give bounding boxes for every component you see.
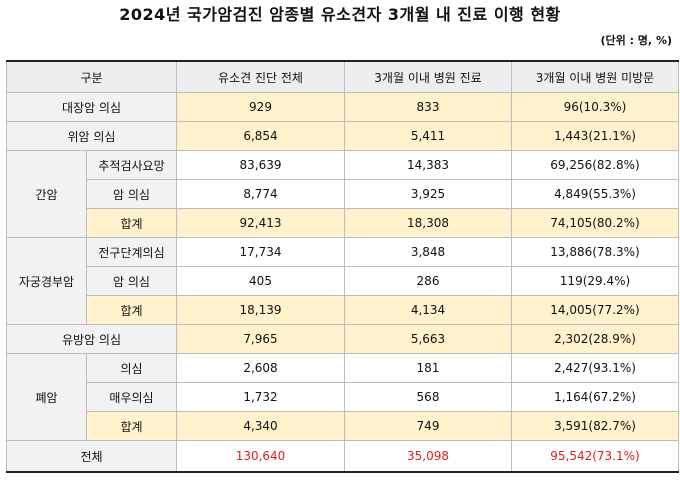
- unit-note: (단위 : 명, %): [600, 34, 672, 47]
- cell-visit: 35,098: [344, 440, 512, 473]
- group-label: 자궁경부암: [6, 237, 87, 325]
- row-label: 추적검사요망: [86, 150, 177, 180]
- row-label: 매우의심: [86, 382, 177, 412]
- table-row: 대장암 의심 929 833 96(10.3%): [6, 92, 679, 122]
- cell-novisit: 3,591(82.7%): [511, 411, 679, 441]
- data-table: 구분 유소견 진단 전체 3개월 이내 병원 진료 3개월 이내 병원 미방문 …: [6, 60, 679, 473]
- cell-total: 6,854: [176, 121, 345, 151]
- cell-total: 4,340: [176, 411, 345, 441]
- cell-novisit: 4,849(55.3%): [511, 179, 679, 209]
- table-row: 암 의심 405 286 119(29.4%): [7, 266, 679, 296]
- group-label: 폐암: [6, 353, 87, 441]
- cell-novisit: 119(29.4%): [511, 266, 679, 296]
- table-row: 암 의심 8,774 3,925 4,849(55.3%): [7, 179, 679, 209]
- header-category: 구분: [6, 60, 177, 93]
- cell-visit: 181: [344, 353, 512, 383]
- header-row: 구분 유소견 진단 전체 3개월 이내 병원 진료 3개월 이내 병원 미방문: [6, 60, 679, 93]
- cell-total: 2,608: [176, 353, 345, 383]
- total-row: 전체 130,640 35,098 95,542(73.1%): [6, 440, 679, 473]
- cell-total: 1,732: [176, 382, 345, 412]
- cell-visit: 3,925: [344, 179, 512, 209]
- cell-novisit: 1,164(67.2%): [511, 382, 679, 412]
- table-row: 위암 의심 6,854 5,411 1,443(21.1%): [6, 121, 679, 151]
- row-label: 암 의심: [86, 266, 177, 296]
- table-row: 유방암 의심 7,965 5,663 2,302(28.9%): [6, 324, 679, 354]
- cell-visit: 568: [344, 382, 512, 412]
- row-label: 유방암 의심: [6, 324, 177, 354]
- cell-novisit: 1,443(21.1%): [511, 121, 679, 151]
- cell-total: 7,965: [176, 324, 345, 354]
- cell-total: 18,139: [176, 295, 345, 325]
- cell-total: 17,734: [176, 237, 345, 267]
- cell-novisit: 2,427(93.1%): [511, 353, 679, 383]
- cell-total: 92,413: [176, 208, 345, 238]
- cell-total: 83,639: [176, 150, 345, 180]
- table-row: 매우의심 1,732 568 1,164(67.2%): [7, 382, 679, 412]
- header-total: 유소견 진단 전체: [176, 60, 345, 93]
- cell-visit: 286: [344, 266, 512, 296]
- row-label: 위암 의심: [6, 121, 177, 151]
- row-label: 합계: [86, 208, 177, 238]
- cell-visit: 3,848: [344, 237, 512, 267]
- cell-total: 405: [176, 266, 345, 296]
- cell-total: 8,774: [176, 179, 345, 209]
- cell-novisit: 69,256(82.8%): [511, 150, 679, 180]
- cell-novisit: 96(10.3%): [511, 92, 679, 122]
- group-label: 간암: [6, 150, 87, 238]
- header-visit: 3개월 이내 병원 진료: [344, 60, 512, 93]
- cell-novisit: 14,005(77.2%): [511, 295, 679, 325]
- row-label: 대장암 의심: [6, 92, 177, 122]
- cell-total: 130,640: [176, 440, 345, 473]
- cell-visit: 5,663: [344, 324, 512, 354]
- row-label: 전구단계의심: [86, 237, 177, 267]
- cell-novisit: 13,886(78.3%): [511, 237, 679, 267]
- page-title: 2024년 국가암검진 암종별 유소견자 3개월 내 진료 이행 현황: [119, 5, 561, 24]
- cell-novisit: 95,542(73.1%): [511, 440, 679, 473]
- cell-visit: 14,383: [344, 150, 512, 180]
- header-novisit: 3개월 이내 병원 미방문: [511, 60, 679, 93]
- cell-visit: 749: [344, 411, 512, 441]
- cell-visit: 5,411: [344, 121, 512, 151]
- table-row: 합계 92,413 18,308 74,105(80.2%): [7, 208, 679, 238]
- table-row: 합계 18,139 4,134 14,005(77.2%): [7, 295, 679, 325]
- cell-total: 929: [176, 92, 345, 122]
- row-label: 암 의심: [86, 179, 177, 209]
- cell-visit: 18,308: [344, 208, 512, 238]
- cell-visit: 4,134: [344, 295, 512, 325]
- cell-novisit: 74,105(80.2%): [511, 208, 679, 238]
- cell-novisit: 2,302(28.9%): [511, 324, 679, 354]
- row-label: 합계: [86, 295, 177, 325]
- table-row: 간암 추적검사요망 83,639 14,383 69,256(82.8%): [6, 150, 679, 238]
- cell-visit: 833: [344, 92, 512, 122]
- table-row: 합계 4,340 749 3,591(82.7%): [7, 411, 679, 441]
- table-row: 자궁경부암 전구단계의심 17,734 3,848 13,886(78.3%): [6, 237, 679, 325]
- row-label: 합계: [86, 411, 177, 441]
- table-row: 폐암 의심 2,608 181 2,427(93.1%): [6, 353, 679, 441]
- row-label: 의심: [86, 353, 177, 383]
- row-label: 전체: [6, 440, 177, 473]
